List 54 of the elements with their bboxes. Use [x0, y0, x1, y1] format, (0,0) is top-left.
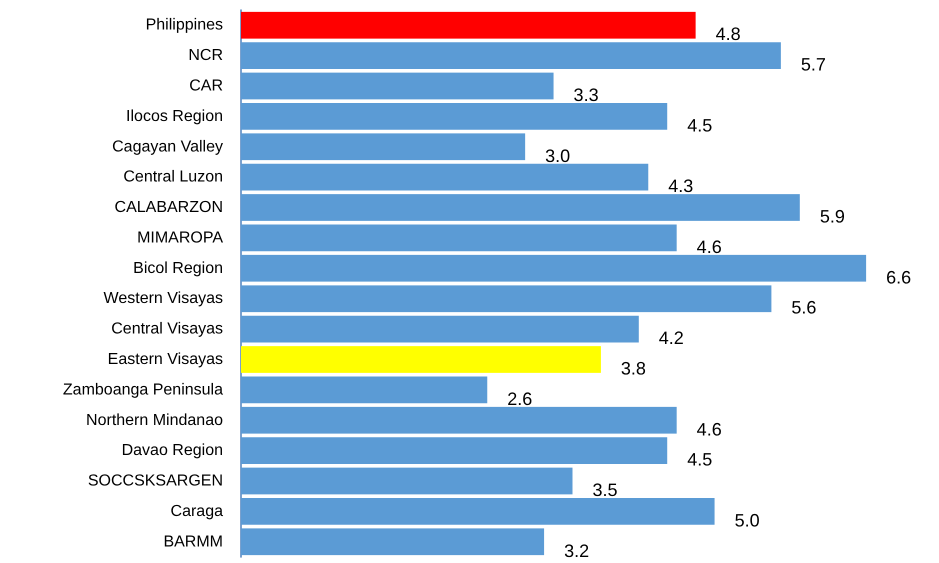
bar: [241, 376, 488, 404]
bar: [241, 498, 715, 525]
bar: [241, 528, 544, 556]
data-label: 4.3: [668, 176, 694, 196]
y-tick-label: CAR: [189, 77, 223, 94]
data-label: 4.6: [696, 419, 722, 440]
data-label: 3.8: [620, 358, 646, 378]
bar: [241, 406, 677, 434]
y-tick-label: Central Luzon: [123, 168, 223, 186]
y-tick-label: Davao Region: [122, 442, 223, 460]
y-tick-label: Philippines: [146, 16, 223, 34]
bar: [241, 72, 554, 100]
bar: [241, 102, 668, 130]
bar: [241, 346, 601, 373]
y-tick-label: Zamboanga Peninsula: [62, 381, 224, 398]
data-label: 4.6: [696, 236, 722, 257]
bar: [241, 437, 668, 464]
y-tick-label: Central Visayas: [111, 320, 223, 338]
bar: [241, 285, 772, 312]
data-label: 3.3: [574, 84, 599, 105]
data-label: 5.0: [734, 510, 760, 530]
data-label: 5.6: [791, 298, 816, 318]
data-label: 4.8: [716, 24, 741, 44]
bar: [241, 316, 639, 342]
bar: [241, 164, 648, 191]
bar: [241, 468, 572, 494]
bar: [241, 224, 677, 252]
data-label: 2.6: [507, 388, 532, 409]
y-tick-label: Western Visayas: [104, 290, 223, 308]
bar: [241, 133, 526, 160]
data-label: 4.2: [658, 328, 684, 348]
bar: [241, 194, 800, 221]
y-tick-label: NCR: [188, 47, 223, 64]
y-tick-label: SOCCSKSARGEN: [88, 472, 223, 490]
data-label: 4.5: [687, 115, 712, 136]
y-tick-label: MIMAROPA: [137, 229, 224, 246]
y-tick-label: Bicol Region: [133, 260, 223, 277]
data-label: 3.0: [545, 146, 570, 166]
data-label: 5.9: [820, 206, 845, 227]
y-tick-label: Ilocos Region: [126, 108, 223, 125]
data-label: 3.2: [564, 540, 590, 561]
y-tick-label: BARMM: [163, 533, 223, 550]
data-label: 6.6: [886, 267, 912, 288]
y-tick-label: Caraga: [170, 502, 224, 520]
y-tick-label: Cagayan Valley: [112, 138, 223, 156]
bar: [241, 12, 696, 39]
data-label: 4.5: [687, 450, 712, 470]
data-label: 3.5: [592, 480, 618, 500]
y-tick-label: Northern Mindanao: [86, 412, 224, 429]
y-tick-label: Eastern Visayas: [108, 350, 223, 368]
data-label: 5.7: [800, 54, 826, 75]
bar: [241, 254, 866, 282]
y-tick-label: CALABARZON: [114, 199, 223, 216]
bar: [241, 42, 781, 69]
